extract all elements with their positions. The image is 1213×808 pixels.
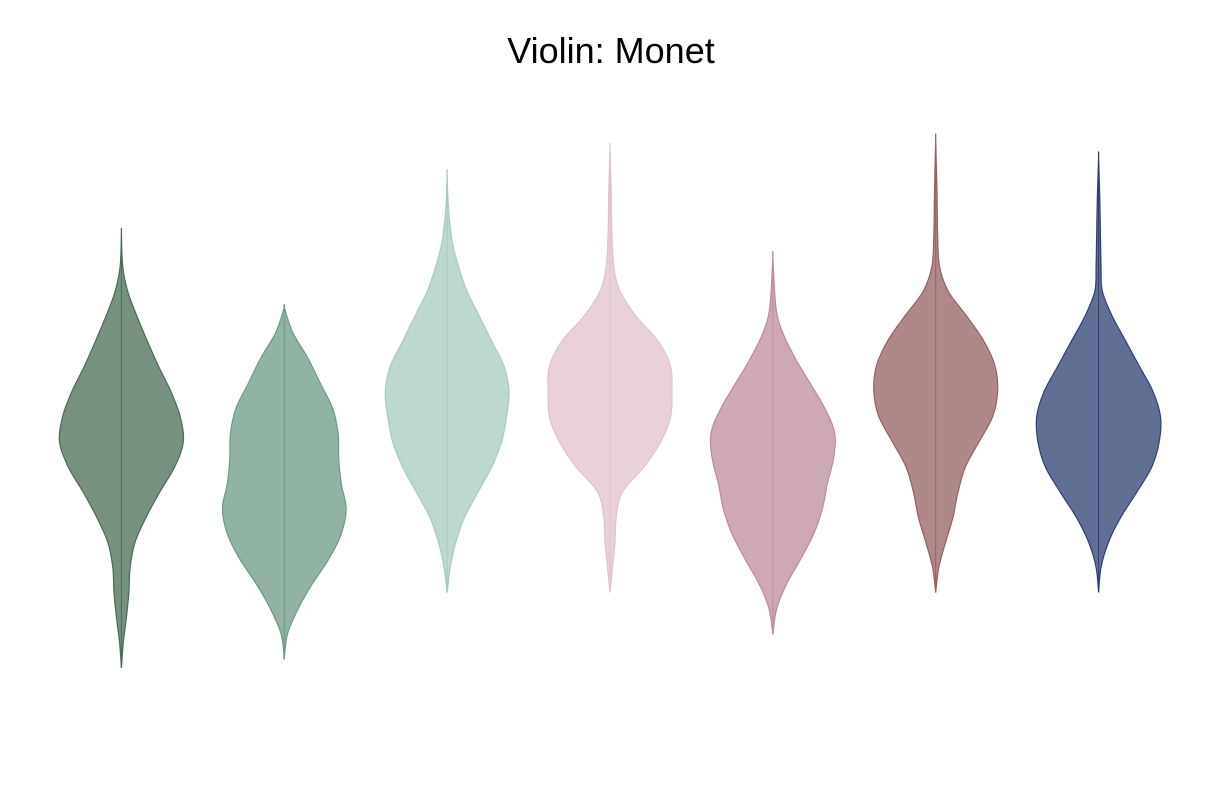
- violin-group: [58, 133, 1162, 668]
- chart-title: Violin: Monet: [507, 30, 714, 71]
